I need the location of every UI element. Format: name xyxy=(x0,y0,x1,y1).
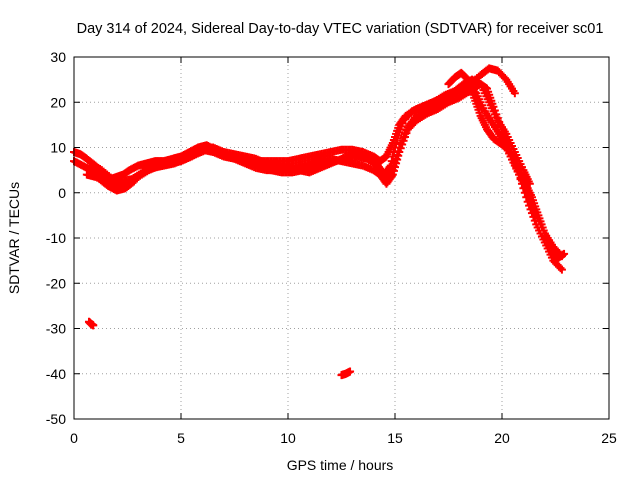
x-tick-label: 15 xyxy=(387,430,403,446)
series-arc-d xyxy=(87,75,534,188)
data-point xyxy=(389,148,398,157)
data-point xyxy=(387,157,396,166)
data-point xyxy=(385,163,394,172)
data-series xyxy=(70,64,569,380)
data-point xyxy=(89,321,98,330)
data-point xyxy=(392,138,401,147)
y-tick-label: -30 xyxy=(46,321,66,337)
data-point xyxy=(557,265,566,274)
plot-frame xyxy=(73,56,610,420)
y-tick-label: 0 xyxy=(58,185,66,201)
y-tick-label: 10 xyxy=(50,140,66,156)
x-tick-label: 10 xyxy=(280,430,296,446)
x-tick-label: 25 xyxy=(601,430,617,446)
grid-lines xyxy=(74,57,609,419)
x-tick-label: 5 xyxy=(177,430,185,446)
data-point xyxy=(556,264,565,273)
data-point xyxy=(560,249,569,258)
y-tick-label: -10 xyxy=(46,230,66,246)
data-point xyxy=(388,152,397,161)
y-tick-label: 30 xyxy=(50,49,66,65)
series-arc-f xyxy=(84,317,98,330)
y-axis-label: SDTVAR / TECUs xyxy=(6,182,22,294)
data-point xyxy=(386,161,395,170)
y-tick-label: 20 xyxy=(50,94,66,110)
x-tick-label: 20 xyxy=(494,430,510,446)
chart-title: Day 314 of 2024, Sidereal Day-to-day VTE… xyxy=(77,21,604,37)
y-tick-label: -40 xyxy=(46,366,66,382)
y-tick-label: -50 xyxy=(46,411,66,427)
data-point xyxy=(346,367,355,376)
x-tick-label: 0 xyxy=(70,430,78,446)
data-point xyxy=(510,89,519,98)
data-point xyxy=(462,74,471,83)
y-tick-label: -20 xyxy=(46,275,66,291)
series-arc-e xyxy=(444,68,569,263)
data-point xyxy=(391,143,399,152)
axis-ticks: 0 5 10 15 20 25 -50 -40 -30 -20 -10 0 10 20 30 xyxy=(46,49,617,446)
x-axis-label: GPS time / hours xyxy=(287,457,394,473)
series-arc-g xyxy=(337,367,355,380)
